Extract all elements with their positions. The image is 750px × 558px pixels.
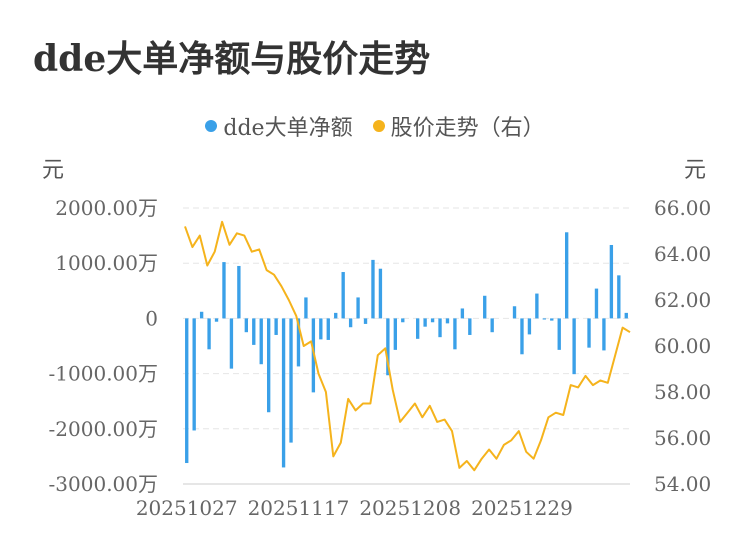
bar xyxy=(594,288,599,319)
bar xyxy=(445,318,450,324)
bar xyxy=(207,318,211,350)
bar xyxy=(393,318,398,350)
left-axis-tick-label: -2000.00万 xyxy=(49,417,158,441)
legend-label-dde: dde大单净额 xyxy=(223,116,353,141)
right-axis-tick-label: 56.00 xyxy=(654,426,711,450)
bar xyxy=(214,318,219,322)
bar xyxy=(572,318,576,375)
bar xyxy=(415,318,420,339)
bar xyxy=(237,265,241,319)
bar xyxy=(274,318,278,335)
bar xyxy=(259,318,263,365)
right-axis-tick-label: 58.00 xyxy=(654,380,711,404)
right-axis-unit: 元 xyxy=(684,158,706,183)
bar xyxy=(281,318,286,468)
bar xyxy=(587,318,591,348)
right-axis-tick-label: 62.00 xyxy=(654,288,711,312)
bar xyxy=(624,312,628,319)
bar xyxy=(296,318,301,367)
bar xyxy=(527,318,532,335)
bar xyxy=(185,318,189,464)
bar xyxy=(341,272,345,319)
bar xyxy=(438,318,442,338)
right-axis-tick-label: 66.00 xyxy=(654,196,711,220)
bar xyxy=(423,318,427,327)
bar xyxy=(535,293,539,319)
bar xyxy=(371,259,375,319)
bar xyxy=(520,318,524,355)
price-line xyxy=(184,220,631,472)
bar xyxy=(192,318,196,431)
legend-item-price[interactable]: 股价走势（右） xyxy=(372,110,545,142)
bar xyxy=(460,308,465,319)
right-axis-tick-label: 60.00 xyxy=(654,334,711,358)
bar xyxy=(378,268,383,319)
bar xyxy=(602,318,606,351)
bar-series-dde xyxy=(185,232,628,468)
bar xyxy=(483,295,487,319)
bar xyxy=(453,318,457,350)
left-axis-tick-label: -1000.00万 xyxy=(49,362,158,386)
x-axis-tick-label: 20251208 xyxy=(359,496,461,520)
bar xyxy=(401,318,405,323)
left-axis-tick-label: 2000.00万 xyxy=(55,196,158,220)
left-axis-tick-label: 1000.00万 xyxy=(55,251,158,275)
bar xyxy=(199,311,204,319)
grid-lines xyxy=(183,207,630,485)
bar xyxy=(557,318,561,350)
bar xyxy=(386,318,390,376)
bar xyxy=(512,306,517,319)
chart-legend[interactable]: dde大单净额 股价走势（右） xyxy=(0,110,750,142)
bar xyxy=(356,297,360,319)
bar xyxy=(304,297,308,319)
axis-labels: 元 元 2000.00万 1000.00万 0 -1000.00万 -2000.00万 -… xyxy=(42,158,711,520)
bar xyxy=(617,275,621,319)
bar xyxy=(430,318,435,323)
x-axis-tick-label: 20251229 xyxy=(471,496,573,520)
bar xyxy=(252,318,256,345)
left-axis-tick-label: 0 xyxy=(145,306,158,330)
bar xyxy=(363,318,368,324)
legend-marker-price xyxy=(372,120,385,132)
bar xyxy=(319,318,323,340)
bar xyxy=(229,318,234,369)
line-series-price xyxy=(184,220,631,472)
bar xyxy=(468,318,472,335)
bar xyxy=(609,244,614,319)
bar xyxy=(244,318,249,333)
bar xyxy=(326,318,330,340)
right-axis-tick-label: 64.00 xyxy=(654,242,711,266)
x-axis-tick-label: 20251117 xyxy=(248,496,350,520)
bar xyxy=(490,318,494,333)
bar xyxy=(266,318,271,413)
right-axis-tick-label: 54.00 xyxy=(654,472,711,496)
legend-label-price: 股价走势（右） xyxy=(390,116,545,141)
x-axis-tick-label: 20251027 xyxy=(136,496,238,520)
bar xyxy=(348,318,353,328)
legend-item-dde[interactable]: dde大单净额 xyxy=(205,110,353,142)
chart-title: dde大单净额与股价走势 xyxy=(33,38,431,80)
left-axis-unit: 元 xyxy=(42,158,64,183)
legend-marker-dde xyxy=(205,120,218,132)
left-axis-tick-label: -3000.00万 xyxy=(49,472,158,496)
bar xyxy=(289,318,293,443)
bar xyxy=(550,318,554,321)
bar xyxy=(222,262,226,319)
bar xyxy=(334,312,338,319)
bar xyxy=(542,318,547,320)
bar xyxy=(564,232,569,319)
